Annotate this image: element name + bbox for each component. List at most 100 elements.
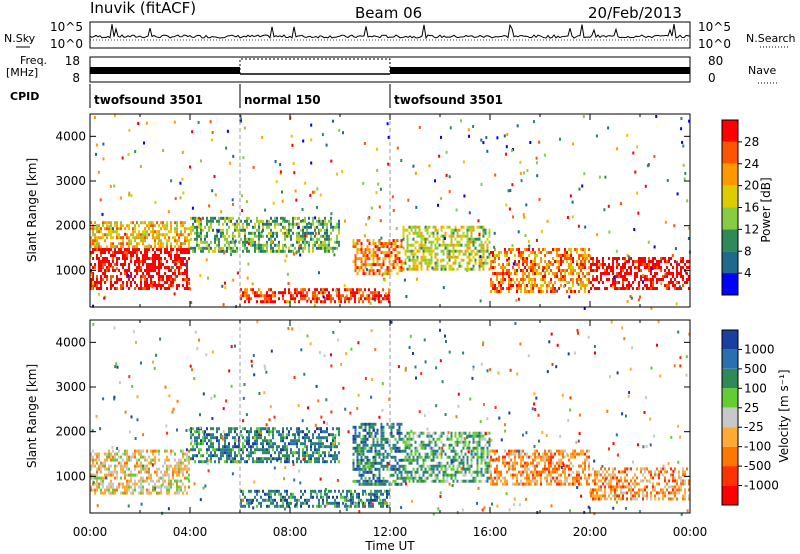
power-cell: [624, 278, 626, 281]
power-cell: [538, 272, 540, 275]
power-cell: [612, 266, 614, 269]
velocity-cell: [364, 461, 367, 465]
power-cell: [148, 272, 150, 275]
power-cell: [310, 231, 312, 235]
power-cell: [360, 260, 363, 264]
power-speck: [229, 161, 232, 165]
power-cell: [668, 287, 670, 290]
power-cell: [622, 257, 624, 260]
velocity-cell: [114, 455, 116, 459]
velocity-cell: [366, 498, 368, 502]
power-cell: [680, 269, 682, 272]
velocity-cell: [442, 443, 445, 447]
velocity-cell: [258, 430, 260, 434]
cpid-label: CPID: [10, 90, 39, 103]
power-cell: [462, 231, 465, 235]
power-cell: [546, 263, 548, 266]
power-cell: [90, 263, 92, 266]
power-speck: [598, 263, 601, 267]
power-cell: [274, 249, 276, 253]
velocity-cell: [156, 473, 158, 477]
power-cell: [422, 249, 425, 253]
velocity-cell: [236, 433, 238, 437]
power-cell: [614, 287, 616, 290]
velocity-cell: [472, 437, 475, 441]
power-cell: [378, 291, 380, 295]
power-cell: [164, 266, 166, 269]
velocity-cell: [162, 464, 164, 468]
velocity-cell: [378, 495, 380, 499]
power-cell: [352, 288, 354, 292]
power-cell: [158, 224, 160, 228]
velocity-cell: [92, 458, 94, 462]
freq-unit-label: [MHz]: [6, 66, 38, 79]
power-cell: [214, 237, 216, 241]
velocity-cell: [326, 495, 328, 499]
velocity-cell: [324, 492, 326, 496]
velocity-cell: [196, 436, 198, 440]
power-cell: [456, 234, 459, 238]
velocity-cell: [248, 433, 250, 437]
velocity-cell: [128, 485, 130, 489]
power-cell: [218, 216, 220, 220]
power-speck: [485, 136, 488, 140]
power-speck: [211, 131, 214, 134]
power-cell: [396, 254, 399, 258]
power-colorbar-tick-label: 12: [744, 222, 759, 236]
power-speck: [314, 216, 317, 220]
velocity-cell: [436, 473, 439, 477]
power-cell: [302, 237, 304, 241]
velocity-cell: [364, 482, 367, 486]
power-cell: [398, 251, 401, 255]
power-cell: [428, 258, 431, 262]
power-cell: [158, 260, 160, 263]
power-cell: [96, 242, 98, 246]
power-cell: [94, 242, 96, 246]
velocity-cell: [192, 427, 194, 431]
power-cell: [536, 269, 538, 272]
power-cell: [186, 260, 188, 263]
velocity-cell: [488, 437, 491, 441]
velocity-cell: [354, 446, 357, 450]
velocity-cell: [450, 443, 453, 447]
freq-right-tick-bottom: 0: [708, 71, 716, 85]
power-cell: [328, 297, 330, 301]
velocity-cell: [116, 488, 118, 492]
power-cell: [494, 254, 496, 257]
power-speck: [197, 120, 200, 124]
velocity-cell: [490, 476, 492, 480]
power-cell: [300, 294, 302, 298]
power-cell: [470, 252, 473, 256]
power-cell: [166, 224, 168, 228]
power-cell: [152, 248, 154, 251]
power-cell: [106, 227, 108, 231]
power-cell: [214, 216, 216, 220]
velocity-cell: [156, 467, 158, 471]
power-speck: [181, 150, 184, 154]
power-cell: [524, 278, 526, 281]
power-speck: [232, 154, 235, 158]
power-cell: [276, 231, 278, 235]
power-cell: [320, 291, 322, 295]
velocity-cell: [382, 467, 385, 471]
velocity-cell: [178, 491, 180, 495]
power-cell: [200, 228, 202, 232]
velocity-cell: [98, 467, 100, 471]
power-speck: [261, 230, 263, 234]
power-cell: [382, 297, 384, 301]
velocity-cell: [360, 498, 362, 502]
velocity-cell: [428, 446, 431, 450]
power-cell: [380, 251, 383, 255]
power-cell: [274, 243, 276, 247]
velocity-cell: [96, 467, 98, 471]
power-cell: [170, 248, 172, 251]
velocity-cell: [182, 452, 184, 456]
power-speck: [480, 182, 483, 186]
power-cell: [402, 261, 405, 265]
power-cell: [170, 284, 172, 287]
power-cell: [456, 240, 459, 244]
velocity-cell: [214, 436, 216, 440]
velocity-cell: [108, 464, 110, 468]
velocity-cell: [250, 448, 252, 452]
power-cell: [146, 257, 148, 260]
